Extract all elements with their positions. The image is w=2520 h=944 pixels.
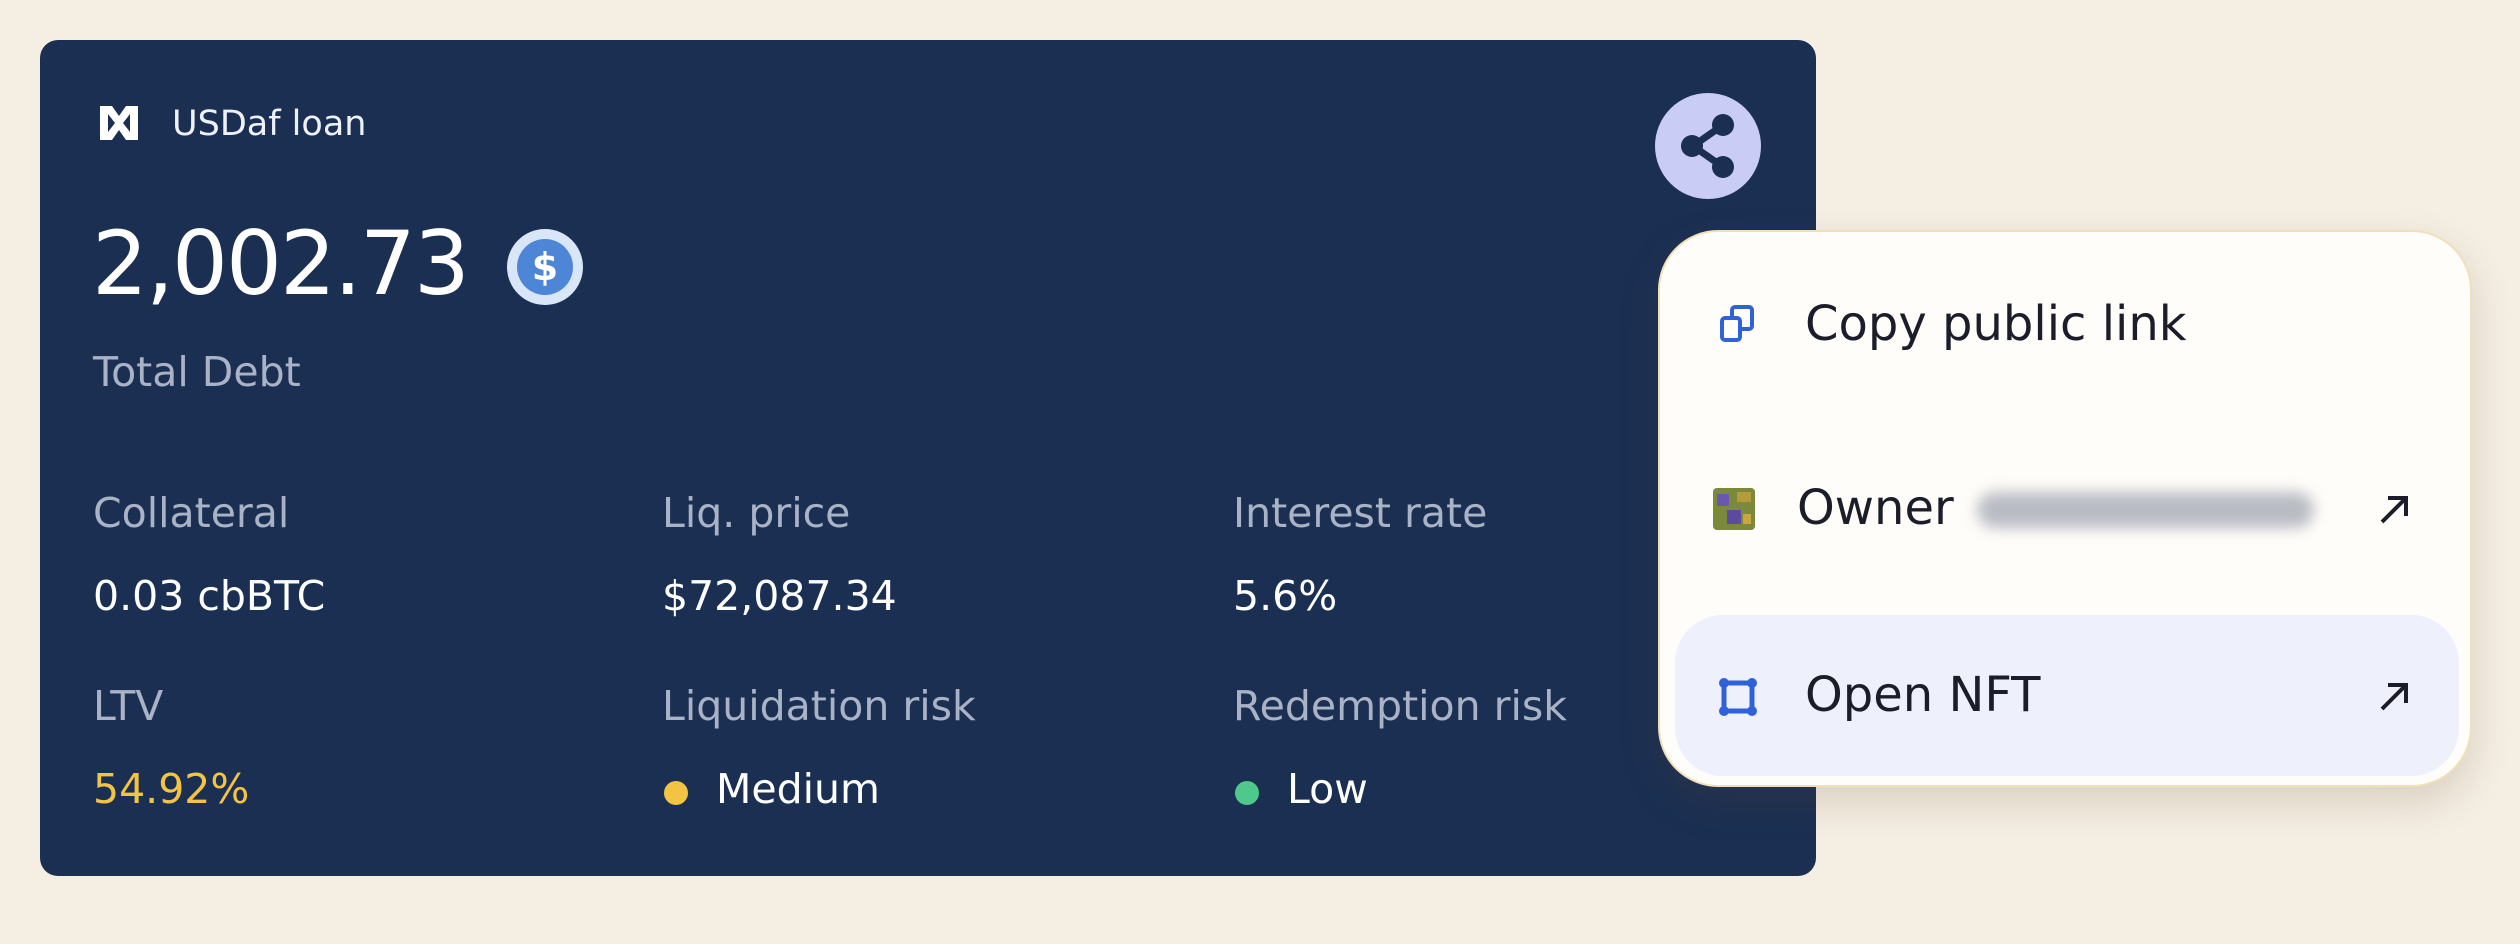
share-icon (1681, 114, 1734, 178)
risk-dot (1235, 781, 1259, 805)
stat-value: 5.6% (1233, 572, 1338, 620)
owner-avatar (1713, 488, 1755, 530)
external-arrow (2380, 496, 2408, 524)
risk-dot (664, 781, 688, 805)
share-button[interactable] (1655, 93, 1761, 199)
copy-icon (1720, 305, 1754, 342)
owner-address-blurred (1977, 492, 2314, 528)
loan-card (40, 40, 1816, 876)
debt-label: Total Debt (93, 348, 301, 396)
debt-amount: 2,002.73 (92, 212, 470, 315)
menu-item[interactable]: Open NFT (1805, 667, 2041, 723)
brand-logo (100, 106, 138, 140)
stat-value: 54.92% (93, 765, 250, 813)
external-arrow (2380, 683, 2408, 711)
stat-value: Low (1287, 765, 1368, 813)
stat-label: Liquidation risk (662, 682, 976, 730)
stat-label: Redemption risk (1233, 682, 1568, 730)
stat-label: Collateral (93, 489, 290, 537)
menu-item-highlight[interactable] (1675, 615, 2459, 776)
svg-text:$: $ (532, 245, 558, 289)
stat-value: Medium (716, 765, 880, 813)
stat-label: LTV (93, 682, 164, 730)
brand-name: USDaf loan (172, 104, 367, 144)
stat-label: Liq. price (662, 489, 851, 537)
coin-icon: $ (507, 229, 583, 305)
nft-icon (1719, 678, 1757, 716)
stat-value: $72,087.34 (662, 572, 897, 620)
menu-item[interactable]: Owner (1797, 480, 1954, 536)
stat-label: Interest rate (1233, 489, 1488, 537)
menu-item[interactable]: Copy public link (1805, 296, 2187, 352)
stat-value: 0.03 cbBTC (93, 572, 326, 620)
